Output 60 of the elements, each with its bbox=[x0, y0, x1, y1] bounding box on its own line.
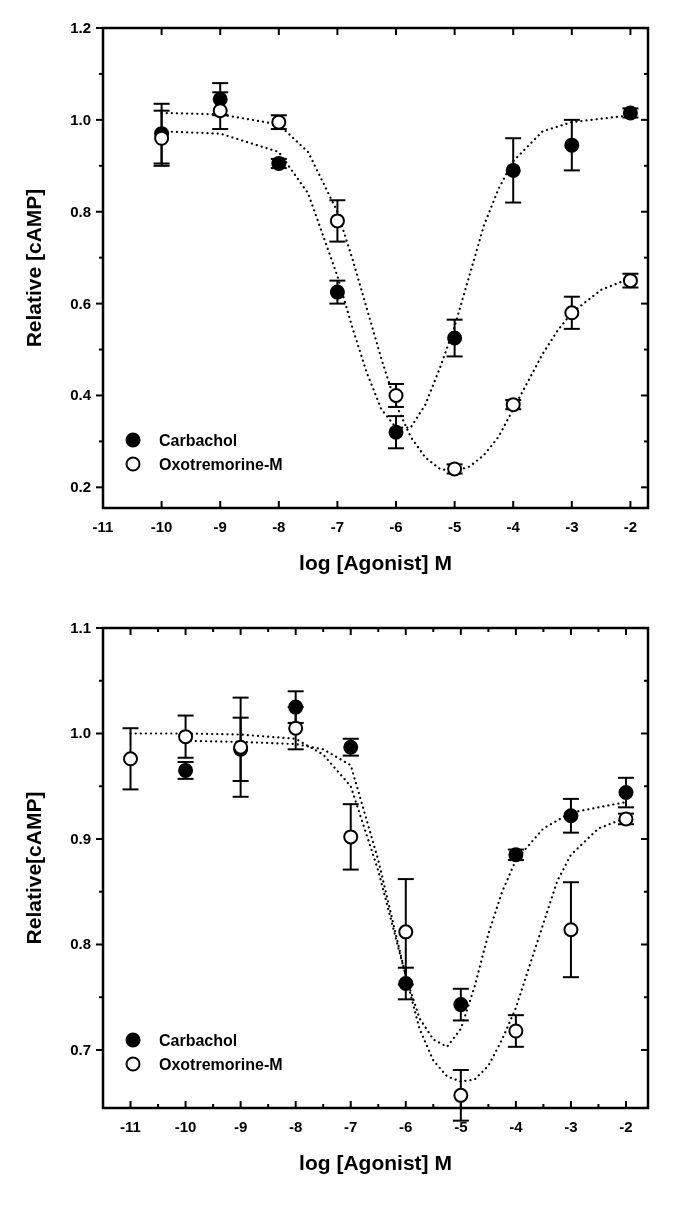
y-tick-label: 1.0 bbox=[70, 110, 91, 128]
x-tick-label: -6 bbox=[389, 518, 403, 535]
point bbox=[505, 162, 521, 178]
x-axis-title: log [Agonist] M bbox=[299, 551, 452, 574]
point bbox=[388, 424, 404, 440]
y-tick-label: 0.7 bbox=[70, 1040, 91, 1058]
x-tick-label: -4 bbox=[509, 1118, 524, 1135]
legend-label: Carbachol bbox=[159, 1032, 238, 1049]
point bbox=[212, 103, 228, 119]
x-tick-label: -8 bbox=[289, 1118, 303, 1135]
x-tick-label: -3 bbox=[564, 1118, 578, 1135]
point bbox=[563, 922, 579, 938]
point bbox=[288, 720, 304, 736]
y-axis-title: Relative[cAMP] bbox=[22, 791, 45, 945]
x-tick-label: -7 bbox=[330, 518, 345, 535]
point bbox=[564, 137, 580, 153]
point bbox=[343, 829, 359, 845]
y-tick-label: 0.9 bbox=[70, 829, 91, 847]
point bbox=[447, 330, 463, 346]
x-tick-label: -9 bbox=[213, 518, 227, 535]
y-tick-label: 0.8 bbox=[70, 935, 91, 953]
point bbox=[564, 305, 580, 321]
y-tick-label: 0.8 bbox=[70, 202, 91, 220]
point bbox=[154, 130, 170, 146]
y-tick-label: 0.2 bbox=[70, 478, 91, 496]
x-tick-label: -7 bbox=[344, 1118, 358, 1135]
x-tick-label: -11 bbox=[120, 1118, 141, 1135]
x-tick-label: -10 bbox=[150, 518, 173, 535]
x-axis-title: log [Agonist] M bbox=[299, 1151, 452, 1174]
x-tick-label: -8 bbox=[272, 518, 286, 535]
x-tick-label: -2 bbox=[619, 1118, 633, 1135]
point bbox=[398, 924, 414, 940]
point bbox=[453, 997, 469, 1013]
point bbox=[508, 1023, 524, 1039]
y-tick-label: 0.6 bbox=[70, 294, 91, 312]
x-tick-label: -9 bbox=[233, 1118, 248, 1135]
y-tick-label: 1.1 bbox=[70, 619, 91, 636]
x-tick-label: -10 bbox=[174, 1118, 197, 1135]
point bbox=[453, 1087, 469, 1103]
point bbox=[388, 387, 404, 403]
x-tick-label: -6 bbox=[399, 1118, 413, 1135]
x-tick-label: -2 bbox=[623, 518, 638, 535]
point bbox=[178, 729, 194, 745]
x-tick-label: -5 bbox=[447, 518, 462, 535]
y-tick-label: 0.4 bbox=[70, 386, 92, 404]
x-tick-label: -5 bbox=[454, 1118, 468, 1135]
legend-label: Oxotremorine-M bbox=[159, 456, 283, 473]
legend-label: Carbachol bbox=[159, 432, 238, 449]
y-tick-label: 1.0 bbox=[70, 724, 91, 742]
point bbox=[123, 751, 139, 767]
y-axis-title: Relative [cAMP] bbox=[22, 188, 45, 348]
y-tick-label: 1.2 bbox=[70, 19, 91, 36]
point bbox=[563, 808, 579, 824]
point bbox=[618, 785, 634, 801]
point bbox=[329, 213, 345, 229]
legend-label: Oxotremorine-M bbox=[159, 1056, 283, 1073]
x-tick-label: -4 bbox=[506, 518, 521, 535]
x-tick-label: -11 bbox=[92, 518, 114, 535]
point bbox=[329, 284, 345, 300]
x-tick-label: -3 bbox=[565, 518, 579, 535]
